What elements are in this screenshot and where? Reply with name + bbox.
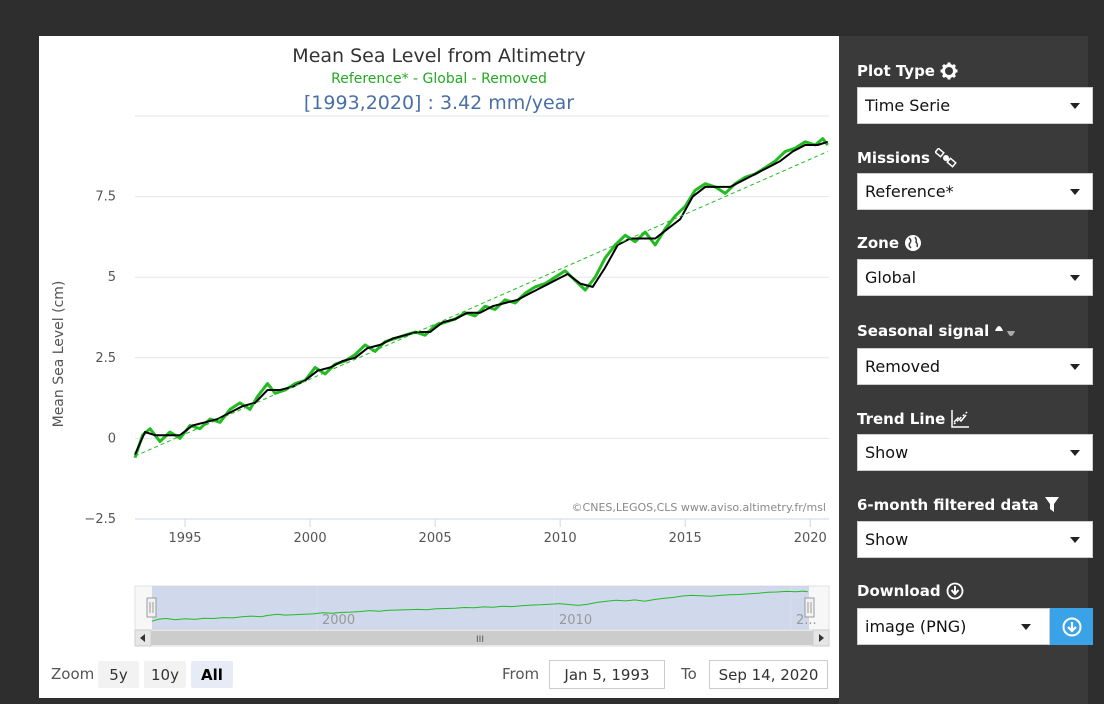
download-circle-icon	[1062, 617, 1081, 636]
chevron-down-icon	[1070, 189, 1080, 195]
navigator-label-2000: 2000	[322, 613, 355, 628]
globe-icon	[905, 235, 922, 251]
chart-subtitle: Reference* - Global - Removed	[331, 71, 547, 87]
y-tick-label: 2.5	[95, 351, 116, 366]
x-tick-label: 2005	[419, 531, 452, 546]
plot-type-select[interactable]: Time Serie	[857, 87, 1093, 124]
download-label-text: Download	[857, 582, 941, 600]
chevron-down-icon	[1070, 364, 1080, 370]
download-label: Download	[857, 582, 964, 600]
zone-value: Global	[865, 268, 917, 287]
x-tick-label: 2000	[294, 531, 327, 546]
download-format-value: image (PNG)	[865, 617, 967, 636]
scrollbar-thumb[interactable]	[151, 631, 813, 645]
filtered-data-label-text: 6-month filtered data	[857, 496, 1039, 514]
chevron-down-icon	[1070, 450, 1080, 456]
zone-label: Zone	[857, 234, 922, 252]
missions-select[interactable]: Reference*	[857, 173, 1093, 210]
y-tick-label: 0	[108, 431, 116, 446]
x-tick-label: 1995	[168, 531, 201, 546]
navigator-label-2010: 2010	[559, 613, 592, 628]
grid-lines	[135, 115, 829, 439]
chevron-down-icon	[1021, 624, 1031, 630]
download-button[interactable]	[1050, 608, 1093, 645]
seasonal-signal-label: Seasonal signal	[857, 321, 1020, 341]
arrow-left-icon	[140, 634, 145, 642]
chart-svg: −2.5 0 2.5 5 7.5 1995 2000 2005 2010 2015 2020 Me…	[51, 115, 830, 647]
trend-line-label: Trend Line	[857, 409, 970, 429]
chevron-down-icon	[1070, 103, 1080, 109]
x-tick-label: 2010	[544, 531, 577, 546]
zoom-10y-button[interactable]: 10y	[144, 661, 186, 688]
trend-rate-text: [1993,2020] : 3.42 mm/year	[303, 92, 575, 114]
arrow-right-icon	[819, 634, 824, 642]
series-line-trend	[134, 151, 828, 457]
x-tick-label: 2020	[794, 531, 827, 546]
plot-type-value: Time Serie	[865, 96, 951, 115]
plot-type-label-text: Plot Type	[857, 62, 935, 80]
navigator-left-handle[interactable]	[146, 597, 157, 618]
to-label: To	[681, 665, 697, 683]
scrollbar-grip: III	[476, 635, 484, 645]
plot-type-label: Plot Type	[857, 62, 958, 80]
trend-line-value: Show	[865, 443, 909, 462]
satellite-icon	[934, 148, 957, 168]
x-axis-ticks: 1995 2000 2005 2010 2015 2020	[168, 519, 827, 546]
zoom-5y-button[interactable]: 5y	[98, 661, 139, 688]
series-line-msl	[133, 137, 829, 459]
seasonal-signal-select[interactable]: Removed	[857, 348, 1093, 385]
to-date-input[interactable]: Sep 14, 2020	[709, 660, 828, 689]
zoom-all-button[interactable]: All	[191, 661, 233, 688]
from-date-input[interactable]: Jan 5, 1993	[549, 660, 665, 689]
series-layer	[133, 137, 829, 459]
zone-select[interactable]: Global	[857, 259, 1093, 296]
filtered-data-label: 6-month filtered data	[857, 496, 1060, 514]
y-axis-ticks: −2.5 0 2.5 5 7.5	[84, 190, 116, 527]
zoom-label: Zoom	[51, 665, 95, 683]
trend-line-select[interactable]: Show	[857, 434, 1093, 471]
filter-icon	[1044, 497, 1059, 512]
wave-icon	[995, 326, 1016, 336]
chart-panel: Mean Sea Level from Altimetry Reference*…	[39, 36, 839, 698]
filtered-data-select[interactable]: Show	[857, 521, 1093, 558]
y-tick-label: 5	[108, 270, 116, 285]
gear-icon	[940, 62, 958, 80]
credits-text[interactable]: ©CNES,LEGOS,CLS www.aviso.altimetry.fr/m…	[572, 501, 826, 514]
download-icon	[946, 582, 964, 600]
controls-panel: Plot Type Time Serie Missions Reference*…	[839, 36, 1093, 704]
series-line-filtered	[134, 140, 829, 455]
chevron-down-icon	[1070, 275, 1080, 281]
seasonal-signal-value: Removed	[865, 357, 941, 376]
chart-title: Mean Sea Level from Altimetry	[292, 45, 586, 67]
y-axis-label: Mean Sea Level (cm)	[51, 281, 67, 428]
download-format-select[interactable]: image (PNG)	[857, 608, 1050, 645]
chevron-down-icon	[1070, 537, 1080, 543]
navigator-series-line	[151, 590, 808, 622]
missions-label: Missions	[857, 148, 957, 168]
filtered-data-value: Show	[865, 530, 909, 549]
navigator-selection[interactable]	[152, 586, 809, 630]
y-tick-label: 7.5	[95, 190, 116, 205]
navigator-right-handle[interactable]	[804, 597, 815, 618]
zone-label-text: Zone	[857, 234, 900, 252]
missions-label-text: Missions	[857, 149, 930, 167]
trend-line-label-text: Trend Line	[857, 410, 946, 428]
x-tick-label: 2015	[669, 531, 702, 546]
seasonal-signal-label-text: Seasonal signal	[857, 322, 990, 340]
y-tick-label: −2.5	[84, 512, 116, 527]
from-label: From	[502, 665, 540, 683]
missions-value: Reference*	[865, 182, 954, 201]
trend-chart-icon	[951, 410, 970, 428]
